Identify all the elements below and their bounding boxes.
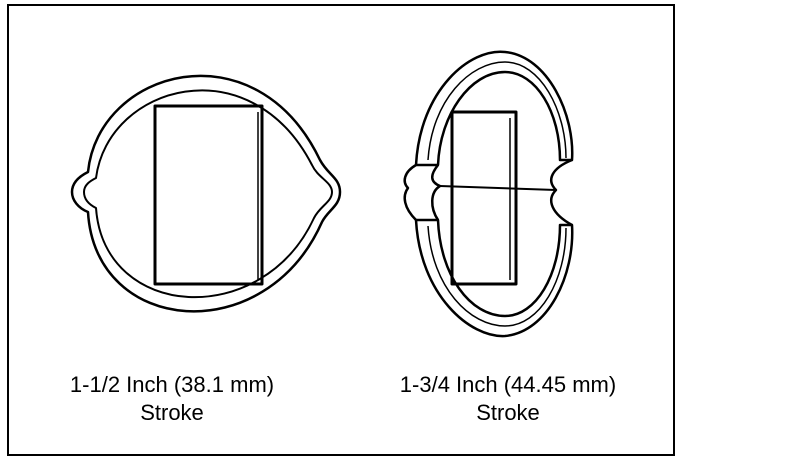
- long-stroke-center-bar: [439, 185, 557, 191]
- long-stroke-lower-arc-inner: [427, 225, 567, 327]
- figure-frame: [7, 4, 675, 456]
- short-stroke-caption: 1-1/2 Inch (38.1 mm) Stroke: [22, 371, 322, 427]
- long-stroke-size-label: 1-3/4 Inch (44.45 mm): [399, 372, 617, 397]
- long-stroke-figure: [403, 50, 574, 338]
- long-stroke-upper-arc: [414, 50, 574, 167]
- long-stroke-word-label: Stroke: [476, 400, 540, 425]
- long-stroke-upper-arc-inner: [427, 61, 567, 161]
- short-stroke-rectangle: [153, 104, 264, 286]
- short-stroke-size-label: 1-1/2 Inch (38.1 mm): [69, 372, 275, 397]
- long-stroke-rectangle: [450, 110, 518, 286]
- short-stroke-figure: [70, 74, 342, 313]
- short-stroke-outer-outline: [70, 74, 342, 313]
- short-stroke-word-label: Stroke: [140, 400, 204, 425]
- long-stroke-lower-arc: [414, 218, 574, 338]
- long-stroke-left-notch: [403, 163, 442, 221]
- short-stroke-inner-outline: [83, 89, 333, 298]
- long-stroke-caption: 1-3/4 Inch (44.45 mm) Stroke: [358, 371, 658, 427]
- long-stroke-right-notch: [550, 158, 573, 227]
